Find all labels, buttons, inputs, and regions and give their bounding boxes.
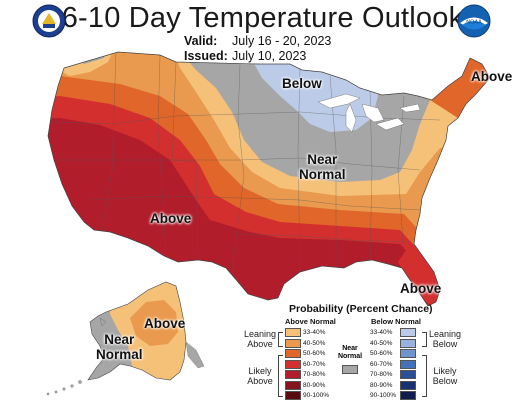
legend-pct-above-6: 90-100%	[303, 392, 330, 399]
legend-swatch-near-normal	[342, 365, 358, 374]
legend-swatch-below-4	[400, 370, 416, 379]
legend-pct-above-1: 40-50%	[303, 339, 326, 347]
legend-text-line: Below	[432, 376, 458, 386]
legend-text-line: Likely	[248, 366, 272, 376]
legend-leaning-below: Leaning Below	[428, 329, 462, 349]
legend-bracket-likely-above	[278, 355, 283, 397]
legend-swatch-above-3	[285, 359, 301, 369]
legend-text-line: Leaning	[243, 329, 277, 339]
legend-swatch-below-1	[400, 338, 416, 348]
legend-swatch-below-2	[400, 349, 416, 358]
legend-leaning-above: Leaning Above	[243, 329, 277, 349]
doc-seal-icon	[32, 4, 66, 38]
great-lakes	[317, 93, 421, 133]
label-normal-line2: Normal	[96, 347, 143, 362]
legend-text-line: Near	[342, 345, 358, 352]
legend-likely-above: Likely Above	[243, 366, 277, 386]
legend-swatch-above-6	[285, 391, 301, 400]
legend-swatch-below-0	[400, 328, 416, 337]
legend-bracket-leaning-above	[278, 332, 283, 347]
aleutian-islands	[46, 317, 205, 396]
issued-label: Issued:	[184, 49, 228, 63]
legend-text-line: Above	[247, 339, 273, 349]
label-near-normal-central: Near Normal	[299, 152, 346, 182]
legend-pct-below-3: 60-70%	[370, 360, 393, 368]
noaa-logo-icon: NOAA	[457, 4, 491, 38]
issued-date: July 10, 2023	[232, 49, 307, 63]
svg-text:NOAA: NOAA	[466, 20, 482, 26]
legend-text-line: Below	[432, 339, 458, 349]
label-above-northeast: Above	[471, 69, 513, 84]
legend-swatch-below-6	[400, 391, 416, 400]
legend-pct-below-6: 90-100%	[370, 392, 397, 399]
label-near-normal-alaska: Near Normal	[96, 332, 143, 362]
label-near-line1: Near	[307, 152, 338, 167]
legend-swatch-above-5	[285, 380, 301, 390]
legend-swatch-above-1	[285, 338, 301, 348]
page-title: 6-10 Day Temperature Outlook	[61, 2, 464, 34]
legend-pct-below-4: 70-80%	[370, 371, 393, 378]
legend-pct-above-3: 60-70%	[303, 360, 326, 368]
legend-text-line: Likely	[433, 366, 457, 376]
legend-swatch-above-4	[285, 370, 301, 379]
legend-swatch-below-5	[400, 380, 416, 390]
legend-bracket-likely-below	[422, 355, 427, 397]
label-normal-line2: Normal	[299, 167, 346, 182]
legend-swatch-above-2	[285, 349, 301, 358]
label-below-great-lakes: Below	[282, 76, 322, 91]
label-above-florida: Above	[400, 281, 442, 296]
legend-likely-below: Likely Below	[428, 366, 462, 386]
legend-pct-above-2: 50-60%	[303, 350, 326, 357]
legend-bracket-leaning-below	[422, 332, 427, 347]
legend-pct-below-1: 40-50%	[370, 339, 393, 347]
legend-pct-above-5: 80-90%	[303, 381, 326, 389]
label-near-line1: Near	[104, 332, 135, 347]
valid-label: Valid:	[184, 34, 218, 48]
date-block: Valid: July 16 - 20, 2023 Issued: July 10,…	[184, 34, 331, 64]
legend-text-line: Normal	[337, 353, 363, 360]
legend-swatch-below-3	[400, 359, 416, 369]
legend-pct-above-4: 70-80%	[303, 371, 326, 378]
legend-near-normal-label: Near Normal	[337, 345, 363, 361]
legend-pct-below-5: 80-90%	[370, 381, 393, 389]
legend-pct-below-2: 50-60%	[370, 350, 393, 357]
legend-pct-above-0: 33-40%	[303, 329, 326, 336]
label-above-alaska: Above	[144, 316, 186, 331]
legend-title: Probability (Percent Chance)	[289, 303, 433, 315]
legend-text-line: Above	[247, 376, 273, 386]
legend-above-header: Above Normal	[285, 317, 336, 326]
label-above-west: Above	[150, 211, 192, 226]
legend-pct-below-0: 33-40%	[370, 329, 393, 336]
legend-below-header: Below Normal	[371, 317, 422, 326]
legend-text-line: Leaning	[428, 329, 462, 339]
valid-dates: July 16 - 20, 2023	[232, 34, 332, 48]
legend-swatch-above-0	[285, 328, 301, 337]
